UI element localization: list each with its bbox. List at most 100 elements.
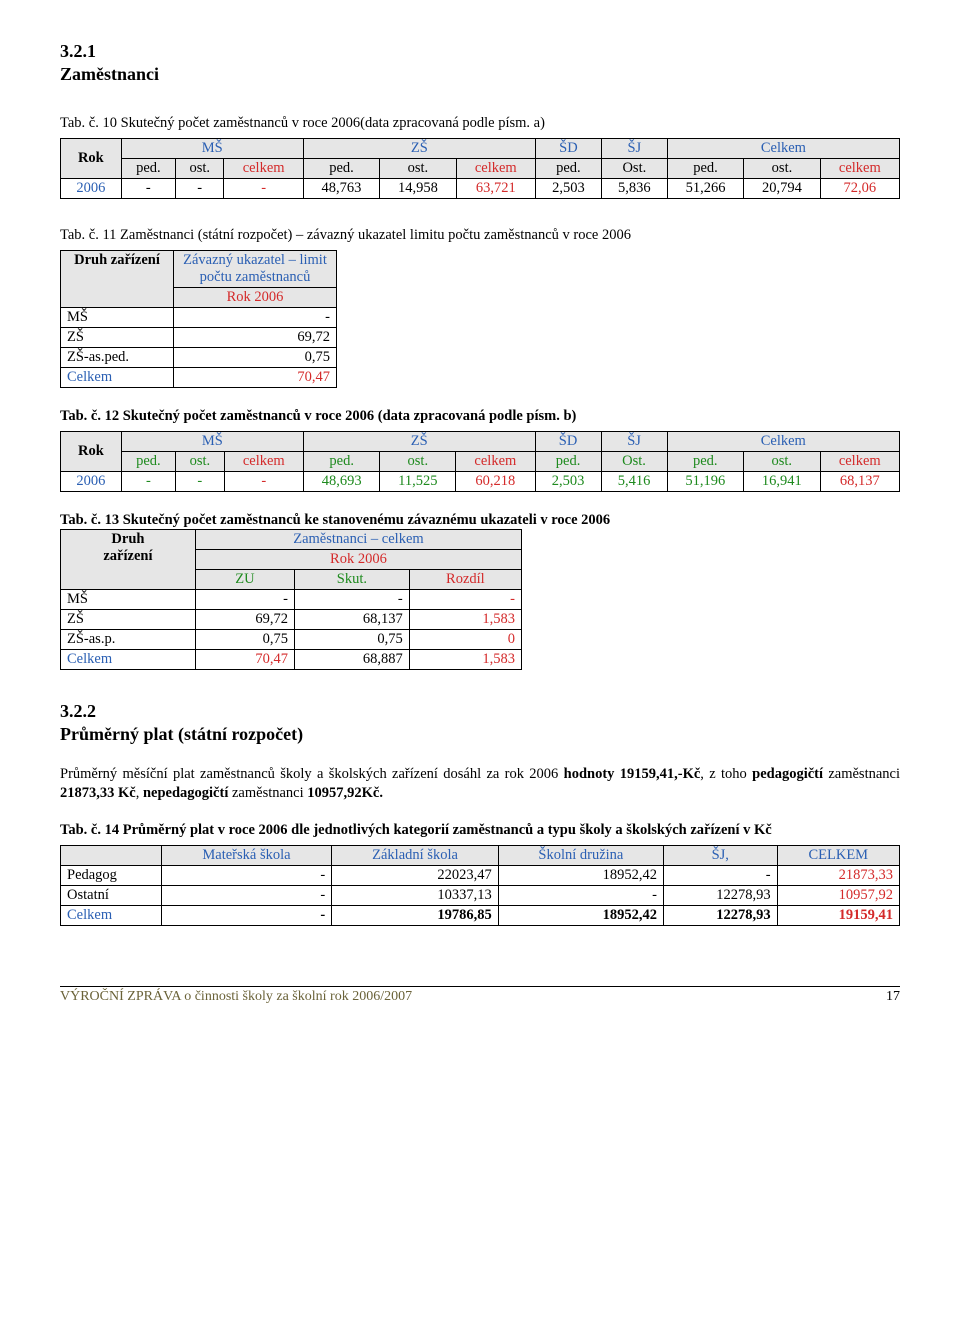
tab13-l: ZŠ bbox=[61, 609, 196, 629]
tab13-rz: 1,583 bbox=[409, 649, 521, 669]
tab10-sub: ped. bbox=[121, 158, 175, 178]
section-322-heading: 3.2.2 Průměrný plat (státní rozpočet) bbox=[60, 700, 900, 747]
tab10-cell: - bbox=[175, 178, 223, 198]
tab11-label: MŠ bbox=[61, 307, 174, 327]
tab14-cell: 21873,33 bbox=[777, 865, 899, 885]
tab10-cell: - bbox=[121, 178, 175, 198]
tab14-cell: 10957,92 bbox=[777, 885, 899, 905]
tab10-col-sd: ŠD bbox=[535, 138, 601, 158]
tab13-l: MŠ bbox=[61, 589, 196, 609]
tab13-sk: 0,75 bbox=[294, 629, 409, 649]
tab12-cell: - bbox=[121, 471, 175, 491]
tab10-col-celkem: Celkem bbox=[667, 138, 899, 158]
tab10-cell: 2,503 bbox=[535, 178, 601, 198]
tab11-caption: Tab. č. 11 Zaměstnanci (státní rozpočet)… bbox=[60, 227, 660, 244]
tab10-sub: celkem bbox=[456, 158, 535, 178]
tab10-col-ms: MŠ bbox=[121, 138, 303, 158]
tab10-sub: celkem bbox=[820, 158, 899, 178]
tab12-cell: 2,503 bbox=[535, 471, 601, 491]
tab11-label: ZŠ-as.ped. bbox=[61, 347, 174, 367]
avg-salary-paragraph: Průměrný měsíční plat zaměstnanců školy … bbox=[60, 765, 900, 804]
tab12-sub: ped. bbox=[535, 451, 601, 471]
tab14-cell: - bbox=[161, 885, 332, 905]
tab10-cell: 63,721 bbox=[456, 178, 535, 198]
tab12-cell: 68,137 bbox=[820, 471, 899, 491]
tab12-col-ms: MŠ bbox=[121, 431, 303, 451]
para-bold: 10957,92Kč. bbox=[307, 785, 383, 801]
tab13-zu: - bbox=[195, 589, 294, 609]
tab13-caption: Tab. č. 13 Skutečný počet zaměstnanců ke… bbox=[60, 512, 900, 529]
tab14-col-zs: Základní škola bbox=[332, 845, 499, 865]
tab12-sub: ped. bbox=[121, 451, 175, 471]
tab13-zu: 70,47 bbox=[195, 649, 294, 669]
tab12-cell: 60,218 bbox=[456, 471, 535, 491]
para-text: zaměstnanci bbox=[228, 785, 307, 801]
tab12-col-zs: ZŠ bbox=[303, 431, 535, 451]
tab11-val: - bbox=[174, 307, 337, 327]
tab14-col-sd: Školní družina bbox=[498, 845, 663, 865]
tab12-col-rok: Rok bbox=[61, 431, 122, 471]
tab12-cell: 48,693 bbox=[303, 471, 379, 491]
tab13-sub-skut: Skut. bbox=[294, 569, 409, 589]
para-text: Průměrný měsíční plat zaměstnanců školy … bbox=[60, 766, 564, 782]
para-text: , z toho bbox=[700, 766, 752, 782]
tab10-col-rok: Rok bbox=[61, 138, 122, 178]
tab13-sk: 68,887 bbox=[294, 649, 409, 669]
tab12-cell: 16,941 bbox=[744, 471, 820, 491]
tab10-cell: 72,06 bbox=[820, 178, 899, 198]
tab14-cell: 18952,42 bbox=[498, 865, 663, 885]
tab14-cell: - bbox=[663, 865, 777, 885]
tab11-table: Druh zařízení Závazný ukazatel – limit p… bbox=[60, 250, 337, 388]
tab14-col-sj: ŠJ, bbox=[663, 845, 777, 865]
tab10-table: Rok MŠ ZŠ ŠD ŠJ Celkem ped. ost. celkem … bbox=[60, 138, 900, 199]
tab12-caption: Tab. č. 12 Skutečný počet zaměstnanců v … bbox=[60, 408, 900, 425]
page-footer: VÝROČNÍ ZPRÁVA o činnosti školy za školn… bbox=[60, 986, 900, 1005]
tab12-col-celkem: Celkem bbox=[667, 431, 899, 451]
tab13-sub-zu: ZU bbox=[195, 569, 294, 589]
tab13-table: Druh zařízení Zaměstnanci – celkem Rok 2… bbox=[60, 529, 522, 670]
tab10-caption: Tab. č. 10 Skutečný počet zaměstnanců v … bbox=[60, 115, 900, 132]
tab10-cell: - bbox=[224, 178, 303, 198]
tab14-cell: 22023,47 bbox=[332, 865, 499, 885]
tab12-col-sj: ŠJ bbox=[601, 431, 667, 451]
tab12-sub: celkem bbox=[224, 451, 303, 471]
tab13-zu: 0,75 bbox=[195, 629, 294, 649]
tab13-rz: 0 bbox=[409, 629, 521, 649]
tab12-year: 2006 bbox=[61, 471, 122, 491]
tab13-h1: Druh zařízení bbox=[61, 529, 196, 589]
tab10-sub: ped. bbox=[303, 158, 379, 178]
para-text: , bbox=[136, 785, 143, 801]
tab12-cell: 5,416 bbox=[601, 471, 667, 491]
tab10-sub: celkem bbox=[224, 158, 303, 178]
tab12-sub: ped. bbox=[303, 451, 379, 471]
tab11-h2b: Rok 2006 bbox=[174, 287, 337, 307]
tab14-cell: 10337,13 bbox=[332, 885, 499, 905]
section-321-title: Zaměstnanci bbox=[60, 64, 159, 84]
tab14-cell: - bbox=[498, 885, 663, 905]
tab14-col-ms: Mateřská škola bbox=[161, 845, 332, 865]
tab11-h2a: Závazný ukazatel – limit počtu zaměstnan… bbox=[174, 250, 337, 287]
tab11-label: Celkem bbox=[61, 367, 174, 387]
tab14-cell: - bbox=[161, 865, 332, 885]
tab14-cell: 12278,93 bbox=[663, 885, 777, 905]
tab14-col-c: CELKEM bbox=[777, 845, 899, 865]
tab11-label: ZŠ bbox=[61, 327, 174, 347]
para-bold: nepedagogičtí bbox=[143, 785, 228, 801]
tab14-cell: 18952,42 bbox=[498, 905, 663, 925]
tab13-zu: 69,72 bbox=[195, 609, 294, 629]
tab10-sub: ped. bbox=[535, 158, 601, 178]
section-322-title: Průměrný plat (státní rozpočet) bbox=[60, 724, 303, 744]
tab12-cell: - bbox=[176, 471, 225, 491]
tab14-l: Pedagog bbox=[61, 865, 162, 885]
tab14-col-blank bbox=[61, 845, 162, 865]
tab13-rz: 1,583 bbox=[409, 609, 521, 629]
section-321-num: 3.2.1 bbox=[60, 41, 96, 61]
tab12-sub: celkem bbox=[820, 451, 899, 471]
tab10-sub: ost. bbox=[175, 158, 223, 178]
tab10-year: 2006 bbox=[61, 178, 122, 198]
tab14-l: Ostatní bbox=[61, 885, 162, 905]
tab10-cell: 5,836 bbox=[601, 178, 667, 198]
tab10-col-zs: ZŠ bbox=[303, 138, 535, 158]
footer-page: 17 bbox=[886, 989, 900, 1005]
tab11-val: 70,47 bbox=[174, 367, 337, 387]
